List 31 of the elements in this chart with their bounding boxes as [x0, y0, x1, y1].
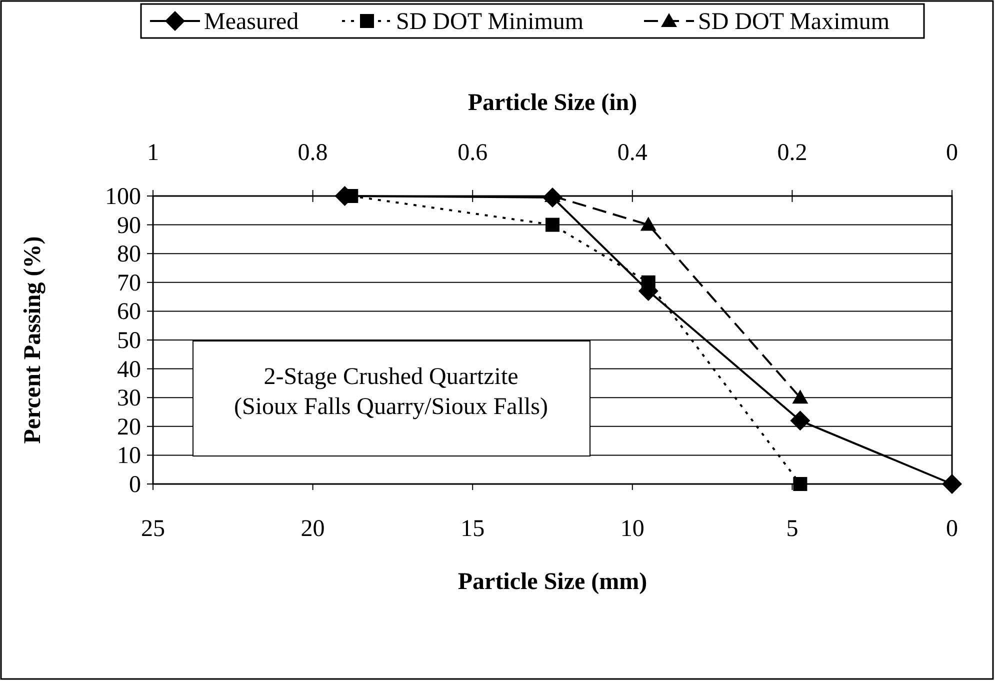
- legend-label: SD DOT Minimum: [396, 9, 584, 35]
- x-tick-label: 10: [620, 516, 644, 542]
- x-tick-label: 25: [141, 516, 165, 542]
- x-axis-title: Particle Size (mm): [458, 569, 648, 595]
- legend-label: SD DOT Maximum: [698, 9, 890, 35]
- y-tick-label: 90: [117, 212, 141, 239]
- y-tick-label: 40: [117, 356, 141, 383]
- y-tick-label: 0: [129, 472, 141, 498]
- annotation: 2-Stage Crushed Quartzite (Sioux Falls Quarry/Sioux Falls): [234, 364, 548, 420]
- x-tick-label: 20: [300, 516, 325, 542]
- y-axis-title: Percent Passing (%): [20, 236, 46, 444]
- y-tick-label: 80: [117, 242, 141, 268]
- x2-tick-label: 0: [946, 140, 958, 166]
- x-tick-label: 15: [460, 516, 485, 542]
- y-tick-label: 60: [117, 299, 141, 326]
- x2-tick-label: 1: [147, 140, 159, 166]
- x2-tick-label: 0.2: [777, 140, 808, 166]
- legend-label: Measured: [204, 9, 299, 35]
- x2-tick-label: 0.6: [458, 140, 488, 166]
- y-tick-label: 30: [117, 386, 141, 412]
- y-tick-label: 20: [117, 414, 141, 440]
- x2-tick-label: 0.8: [298, 140, 328, 166]
- y-tick-label: 70: [117, 270, 141, 296]
- y-tick-label: 10: [117, 443, 141, 470]
- note-box: 2-Stage Crushed Quartzite (Sioux Falls Quarry/Sioux Falls): [192, 340, 590, 456]
- x-tick-label: 0: [946, 516, 958, 542]
- y-tick-label: 50: [117, 328, 141, 354]
- x2-tick-label: 0.4: [617, 140, 648, 166]
- y-tick-label: 100: [105, 184, 141, 210]
- x2-axis-title: Particle Size (in): [468, 90, 638, 116]
- x-tick-label: 5: [786, 516, 798, 542]
